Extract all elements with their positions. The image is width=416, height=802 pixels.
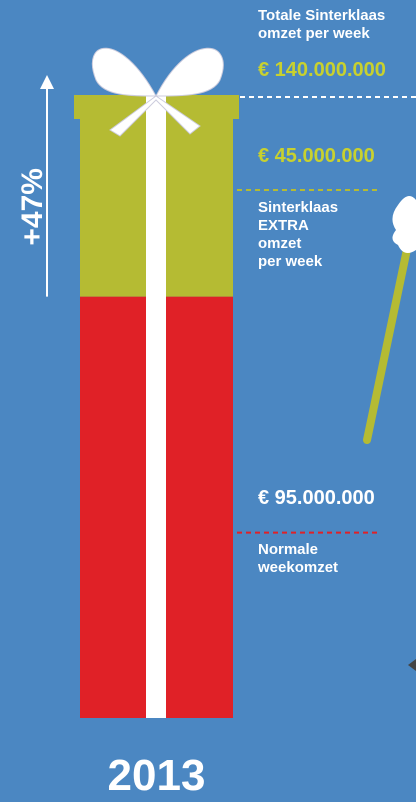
legend-label: Sinterklaas EXTRA omzet per week: [258, 199, 338, 271]
x-tick-label: 2013: [108, 751, 206, 800]
total-label: € 140.000.000: [258, 59, 386, 81]
value-label: € 95.000.000: [258, 487, 375, 509]
wand: [367, 196, 416, 671]
infographic: +47% 2013 € 95.000.000 Normale weekomzet € …: [0, 0, 416, 802]
value-label: € 45.000.000: [258, 145, 375, 167]
arrow-head: [40, 75, 54, 89]
chart: +47% 2013: [0, 0, 416, 802]
ribbon: [146, 95, 166, 718]
growth-label: +47%: [16, 168, 49, 246]
legend-label: Normale weekomzet: [258, 541, 338, 577]
total-name: Totale Sinterklaas omzet per week: [258, 7, 385, 43]
